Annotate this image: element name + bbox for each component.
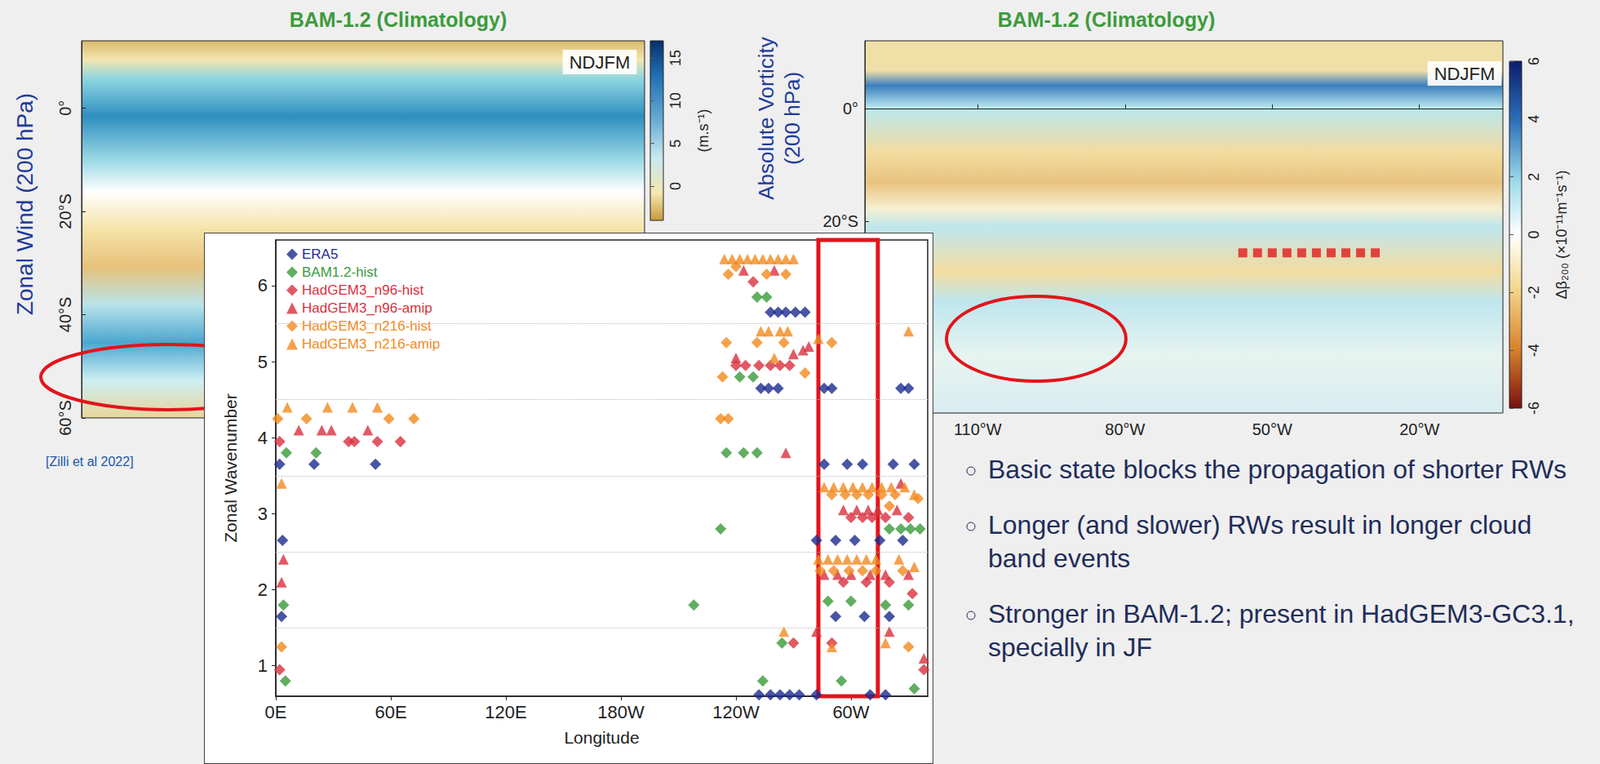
svg-text:0E: 0E [265,701,288,723]
svg-text:3: 3 [257,503,268,524]
svg-text:Δβ₂₀₀ (×10⁻¹¹m⁻¹s⁻¹): Δβ₂₀₀ (×10⁻¹¹m⁻¹s⁻¹) [1553,170,1570,300]
svg-text:Longitude: Longitude [563,727,639,747]
svg-text:6: 6 [1525,57,1543,66]
svg-text:BAM1.2-hist: BAM1.2-hist [301,264,378,280]
svg-text:2: 2 [1525,172,1543,182]
svg-text:HadGEM3_n216-hist: HadGEM3_n216-hist [301,318,432,334]
svg-text:NDJFM: NDJFM [569,52,631,73]
svg-text:180W: 180W [597,701,645,723]
svg-text:20°S: 20°S [822,212,859,231]
svg-text:15: 15 [667,49,684,67]
svg-text:Zonal Wavenumber: Zonal Wavenumber [221,393,240,542]
svg-text:Absolute Vorticity: Absolute Vorticity [753,36,779,200]
svg-text:4: 4 [1525,115,1543,124]
svg-text:HadGEM3_n216-amip: HadGEM3_n216-amip [301,336,440,352]
svg-text:120E: 120E [484,701,527,723]
svg-text:0: 0 [1525,230,1543,239]
svg-text:40°S: 40°S [56,296,75,333]
svg-text:[Zilli et al 2022]: [Zilli et al 2022] [45,454,134,469]
svg-text:BAM-1.2 (Climatology): BAM-1.2 (Climatology) [997,8,1216,32]
svg-text:20°W: 20°W [1399,420,1440,439]
svg-text:1: 1 [257,655,268,676]
svg-text:-6: -6 [1525,401,1543,415]
svg-text:80°W: 80°W [1104,420,1145,439]
svg-text:-4: -4 [1525,343,1543,357]
svg-text:6: 6 [257,274,268,296]
svg-text:4: 4 [257,427,268,448]
svg-text:0°: 0° [842,99,859,118]
svg-text:(200 hPa): (200 hPa) [780,71,805,165]
svg-text:NDJFM: NDJFM [1434,63,1496,85]
html-text:Stronger in BAM-1.2; present i: Stronger in BAM-1.2; present in HadGEM3-… [988,598,1575,663]
svg-text:60E: 60E [374,701,407,723]
svg-text:20°S: 20°S [56,193,75,230]
svg-text:110°W: 110°W [953,420,1002,439]
svg-text:0: 0 [667,181,684,191]
svg-text:BAM-1.2 (Climatology): BAM-1.2 (Climatology) [289,8,508,32]
svg-text:5: 5 [667,139,684,148]
svg-text:10: 10 [667,92,684,109]
svg-text:60W: 60W [832,701,869,723]
svg-text:0°: 0° [56,100,75,116]
svg-text:5: 5 [257,351,268,373]
svg-text:(m.s⁻¹): (m.s⁻¹) [695,109,712,153]
svg-text:HadGEM3_n96-hist: HadGEM3_n96-hist [301,282,425,298]
svg-text:ERA5: ERA5 [301,246,338,262]
svg-text:50°W: 50°W [1252,420,1293,439]
svg-text:2: 2 [257,579,268,600]
svg-text:60°S: 60°S [56,399,75,436]
svg-text:-2: -2 [1525,285,1543,299]
svg-text:Zonal Wind (200 hPa): Zonal Wind (200 hPa) [12,93,38,315]
html-text:Longer (and slower) RWs result: Longer (and slower) RWs result in longer… [988,509,1532,573]
svg-text:120W: 120W [712,701,760,723]
html-text:Basic state blocks the propaga: Basic state blocks the propagation of sh… [988,454,1567,484]
svg-text:HadGEM3_n96-amip: HadGEM3_n96-amip [301,300,433,316]
